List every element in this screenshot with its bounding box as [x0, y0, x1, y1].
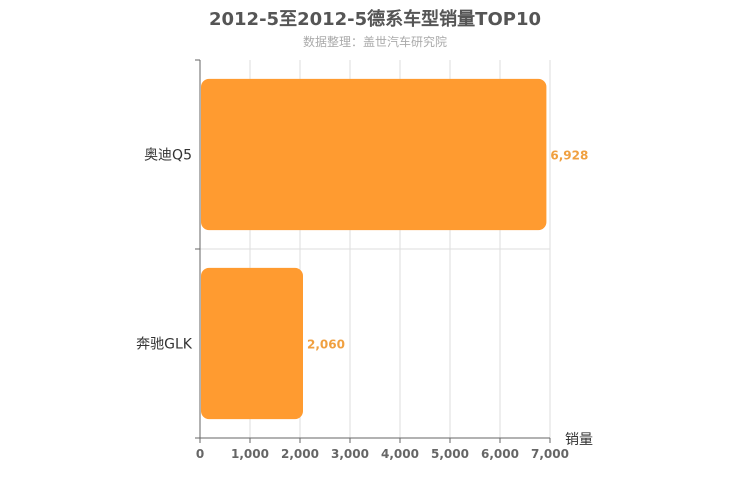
data-label: 6,928	[550, 149, 588, 163]
bars	[201, 78, 547, 420]
x-tick-label: 2,000	[281, 447, 319, 461]
x-tick-label: 5,000	[431, 447, 469, 461]
x-tick-label: 1,000	[231, 447, 269, 461]
x-axis-title: 销量	[565, 432, 593, 448]
chart-subtitle: 数据整理：盖世汽车研究院	[302, 35, 447, 49]
labels: 0 1,000 2,000 3,000 4,000 5,000 6,000 7,000 奥迪Q5…	[136, 147, 588, 462]
x-tick-label: 4,000	[381, 447, 419, 461]
x-tick-label: 3,000	[331, 447, 369, 461]
bar	[201, 267, 303, 420]
chart-title: 2012-5至2012-5德系车型销量TOP10	[208, 9, 541, 30]
category-label: 奔驰GLK	[136, 337, 193, 353]
x-tick-label: 7,000	[531, 447, 569, 461]
axes	[195, 59, 551, 443]
bar	[201, 78, 547, 231]
x-tick-label: 6,000	[481, 447, 519, 461]
data-label: 2,060	[307, 338, 345, 352]
category-label: 奥迪Q5	[144, 147, 192, 164]
x-tick-label: 0	[196, 447, 204, 461]
